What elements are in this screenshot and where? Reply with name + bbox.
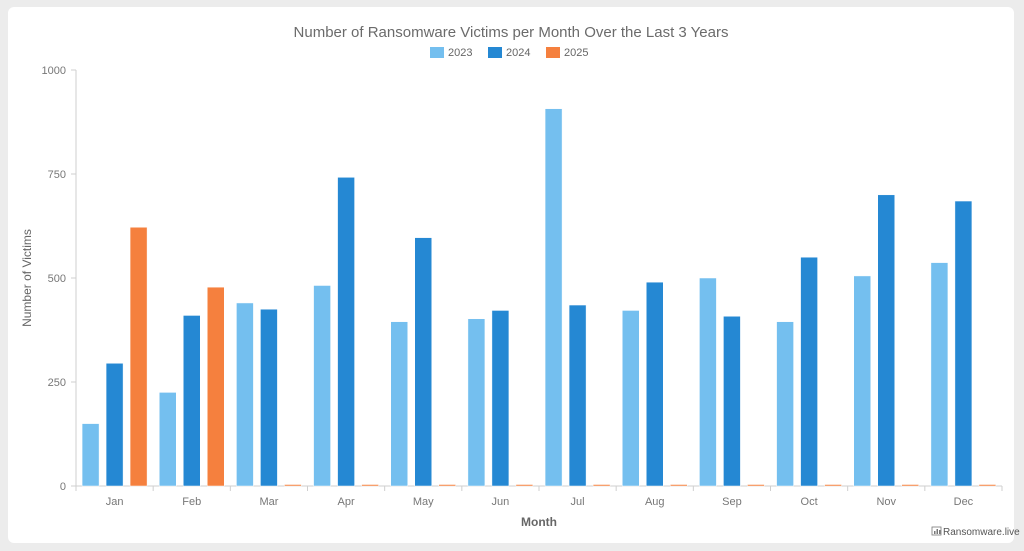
y-tick-label: 250 xyxy=(48,377,66,389)
x-tick-label: Dec xyxy=(954,496,974,508)
x-tick-label: May xyxy=(413,496,434,508)
bar-2024-Jul[interactable] xyxy=(568,304,587,487)
bar-2023-May[interactable] xyxy=(390,321,408,487)
y-tick-label: 1000 xyxy=(42,65,66,77)
bar-2023-Apr[interactable] xyxy=(313,285,331,487)
bar-2024-Aug[interactable] xyxy=(646,281,664,487)
bar-2023-Aug[interactable] xyxy=(622,310,640,487)
bar-2025-Jun[interactable] xyxy=(515,484,534,487)
bar-2023-Nov[interactable] xyxy=(853,275,871,487)
x-tick-label: Feb xyxy=(182,496,201,508)
y-axis-title: Number of Victims xyxy=(20,229,34,327)
x-tick-label: Oct xyxy=(801,496,818,508)
bar-2024-Oct[interactable] xyxy=(800,256,818,487)
bar-chart-icon xyxy=(931,526,942,536)
bar-2023-Jan[interactable] xyxy=(81,423,100,487)
credit-label[interactable]: Ransomware.live xyxy=(943,527,1020,538)
legend-label-2024[interactable]: 2024 xyxy=(506,47,530,59)
bar-2024-Dec[interactable] xyxy=(954,200,973,487)
bar-2023-Sep[interactable] xyxy=(699,277,717,487)
bar-2025-Dec[interactable] xyxy=(978,484,997,487)
x-tick-label: Nov xyxy=(876,496,896,508)
x-axis-title: Month xyxy=(521,515,557,529)
y-axis-ticks: 0 250 500 750 1000 xyxy=(42,65,76,493)
bar-2024-Sep[interactable] xyxy=(723,316,741,487)
bar-2025-Mar[interactable] xyxy=(284,484,302,487)
x-tick-label: Sep xyxy=(722,496,742,508)
legend-label-2023[interactable]: 2023 xyxy=(448,47,472,59)
bar-2024-Jun[interactable] xyxy=(491,310,510,487)
bar-2025-Jul[interactable] xyxy=(592,484,611,487)
x-tick-label: Aug xyxy=(645,496,665,508)
bar-2025-Feb[interactable] xyxy=(207,286,225,487)
x-tick-label: Apr xyxy=(338,496,355,508)
bar-2025-Aug[interactable] xyxy=(670,484,688,487)
x-tick-label: Mar xyxy=(259,496,278,508)
bar-2023-Mar[interactable] xyxy=(236,302,254,487)
bar-2025-Apr[interactable] xyxy=(361,484,379,487)
legend-label-2025[interactable]: 2025 xyxy=(564,47,588,59)
legend-swatch-2025[interactable] xyxy=(546,47,560,58)
bars xyxy=(81,108,997,487)
bar-2024-Nov[interactable] xyxy=(877,194,895,487)
bar-2023-Dec[interactable] xyxy=(930,262,949,487)
chart-title: Number of Ransomware Victims per Month O… xyxy=(294,24,729,41)
legend-swatch-2024[interactable] xyxy=(488,47,502,58)
x-axis-ticks: Jan Feb Mar Apr May Jun Jul Aug Sep Oct Nov Dec xyxy=(75,486,1003,508)
bar-2023-Oct[interactable] xyxy=(776,321,794,487)
y-tick-label: 500 xyxy=(48,273,66,285)
bar-2025-Sep[interactable] xyxy=(747,484,765,487)
bar-2023-Jun[interactable] xyxy=(467,318,486,487)
x-tick-label: Jan xyxy=(106,496,124,508)
y-tick-label: 750 xyxy=(48,169,66,181)
x-tick-label: Jul xyxy=(571,496,585,508)
legend: 2023 2024 2025 xyxy=(430,47,588,59)
bar-2024-Apr[interactable] xyxy=(337,177,355,487)
bar-2024-Mar[interactable] xyxy=(260,308,278,487)
bar-2024-Feb[interactable] xyxy=(183,315,201,487)
bar-2025-Oct[interactable] xyxy=(824,484,842,487)
credit[interactable]: Ransomware.live xyxy=(931,526,1020,538)
y-tick-label: 0 xyxy=(60,481,66,493)
x-tick-label: Jun xyxy=(492,496,510,508)
legend-swatch-2023[interactable] xyxy=(430,47,444,58)
bar-2023-Jul[interactable] xyxy=(544,108,563,487)
bar-2023-Feb[interactable] xyxy=(159,392,177,487)
bar-2025-Jan[interactable] xyxy=(129,226,148,487)
bar-2025-Nov[interactable] xyxy=(901,484,919,487)
bar-2024-May[interactable] xyxy=(414,237,432,487)
bar-2025-May[interactable] xyxy=(438,484,456,487)
bar-2024-Jan[interactable] xyxy=(105,363,124,487)
